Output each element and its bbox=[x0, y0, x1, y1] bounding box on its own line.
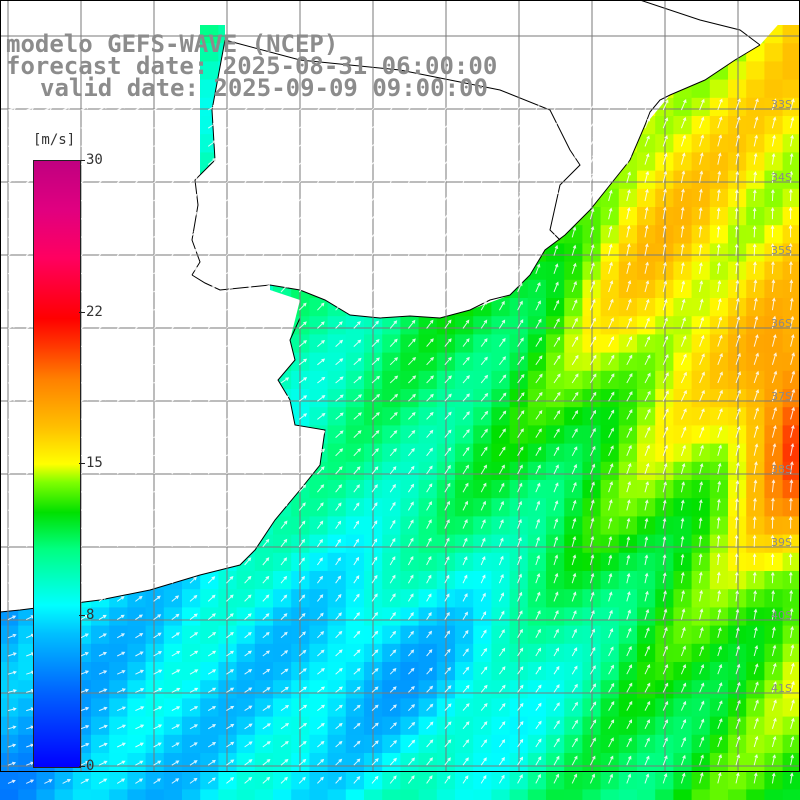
latitude-label: 37S bbox=[771, 390, 792, 403]
colorbar-tick-label: 30 bbox=[86, 152, 103, 168]
colorbar-tick-mark bbox=[79, 614, 85, 616]
graticule bbox=[0, 0, 800, 772]
latitude-label: 34S bbox=[771, 171, 792, 184]
forecast-date: forecast date: 2025-08-31 06:00:00 bbox=[6, 52, 498, 80]
model-title: modelo GEFS-WAVE (NCEP) bbox=[6, 30, 339, 58]
colorbar-tick-label: 0 bbox=[86, 758, 95, 774]
latitude-label: 35S bbox=[771, 244, 792, 257]
colorbar bbox=[33, 160, 81, 768]
colorbar-tick-label: 8 bbox=[86, 606, 95, 623]
latitude-label: 39S bbox=[771, 536, 792, 549]
latitude-label: 38S bbox=[771, 463, 792, 476]
latitude-label: 36S bbox=[771, 317, 792, 330]
latitude-label: 41S bbox=[771, 682, 792, 695]
wind-vectors bbox=[7, 98, 796, 784]
coastline bbox=[0, 0, 761, 613]
colorbar-tick-mark bbox=[79, 311, 85, 313]
colorbar-tick-mark bbox=[79, 160, 85, 161]
latitude-labels: 33S 34S 35S 36S 37S 38S 39S 40S 41S bbox=[771, 98, 792, 695]
colorbar-tick-label: 15 bbox=[86, 455, 103, 471]
valid-date: valid date: 2025-09-09 09:00:00 bbox=[40, 74, 488, 102]
colorbar-tick-label: 22 bbox=[86, 303, 103, 320]
colorbar-tick-mark bbox=[79, 463, 85, 464]
colorbar-unit: [m/s] bbox=[33, 132, 76, 148]
latitude-label: 40S bbox=[771, 609, 792, 622]
latitude-label: 33S bbox=[771, 98, 792, 111]
land-mass bbox=[0, 0, 800, 612]
colorbar-tick-mark bbox=[79, 766, 85, 767]
